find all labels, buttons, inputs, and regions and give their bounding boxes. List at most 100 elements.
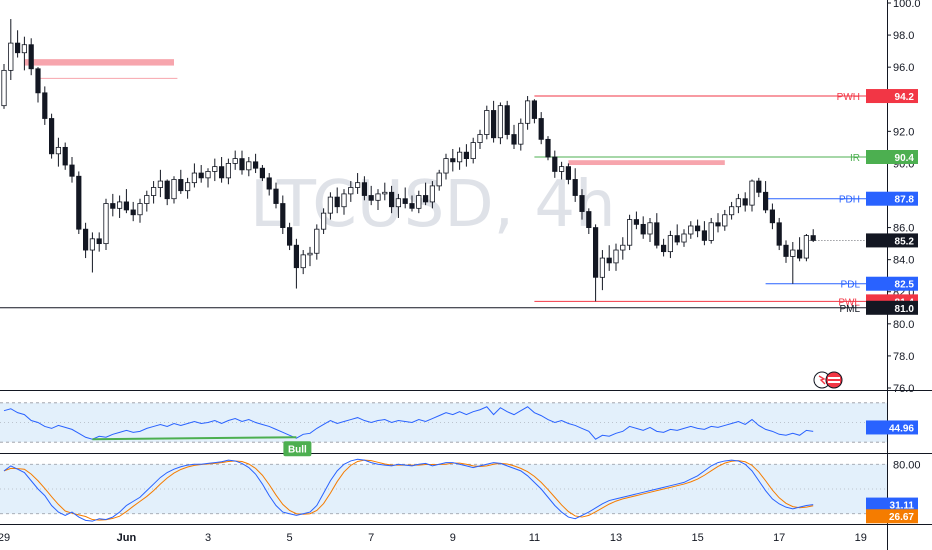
candle-body [320, 212, 327, 230]
stoch-k-line [3, 458, 814, 522]
price-tag-bg [866, 300, 918, 315]
time-tick-label: 13 [610, 532, 622, 544]
candle-body [797, 249, 803, 259]
candle-body [402, 198, 408, 204]
candle-body [8, 42, 14, 71]
candle-body [640, 223, 646, 235]
candle-body [280, 203, 286, 228]
candle-body [1, 69, 7, 107]
candle-body [613, 249, 619, 264]
divergence-label: Bull [288, 444, 307, 455]
candle-body [89, 238, 95, 251]
rsi-line [3, 406, 814, 440]
candle-body [239, 158, 245, 171]
candle-body [436, 172, 442, 187]
zone-rect [24, 59, 175, 66]
candle-body [382, 191, 388, 195]
candle-body [395, 198, 402, 208]
candle-body [695, 225, 701, 232]
candle-body [715, 222, 721, 227]
price-tag-bg [866, 276, 918, 291]
candle-body [647, 222, 653, 235]
level-label: PWH [837, 92, 860, 103]
candle-body [490, 110, 497, 139]
level-label: PDL [841, 280, 861, 291]
stoch-tick-label: 80.00 [893, 459, 921, 471]
candle-body [157, 180, 163, 188]
candle-body [674, 235, 680, 243]
price-tick-label: 98.0 [893, 30, 914, 42]
candle-body [661, 244, 667, 253]
candle-body [225, 163, 231, 179]
candle-body [409, 203, 415, 209]
candle-body [763, 191, 769, 211]
candle-body [756, 180, 762, 193]
candle-body [69, 164, 75, 177]
candle-body [593, 227, 599, 278]
watermark-separator: , [494, 168, 535, 242]
rsi-pane: Bull [0, 402, 887, 457]
candle-body [701, 230, 708, 241]
candle-body [218, 166, 225, 179]
candle-body [117, 201, 123, 209]
candle-body [606, 257, 612, 264]
candle-body [123, 201, 129, 211]
candle-body [144, 195, 150, 204]
price-tick-label: 76.0 [893, 383, 914, 395]
candle-body [198, 172, 204, 179]
time-tick-label: 15 [691, 532, 703, 544]
candle-body [246, 161, 252, 171]
candle-body [103, 203, 109, 245]
price-tick-label: 96.0 [893, 62, 914, 74]
candle-body [790, 249, 796, 257]
price-tag: 82.5 [895, 280, 915, 291]
candle-body [769, 209, 776, 224]
candle-body [273, 188, 279, 204]
candle-body [456, 151, 463, 163]
candle-body [579, 195, 585, 212]
price-tag-bg [866, 233, 918, 248]
candle-body [484, 110, 490, 135]
level-label: PWL [838, 297, 860, 308]
divergence-badge [283, 441, 312, 457]
price-tick-label: 92.0 [893, 126, 914, 138]
time-tick-label: 17 [773, 532, 785, 544]
time-tick-label: 29 [0, 532, 10, 544]
candle-body [729, 206, 735, 216]
candle-body [654, 222, 660, 246]
price-tag: 87.8 [895, 195, 915, 206]
candle-body [205, 171, 211, 179]
flag-icon[interactable] [813, 371, 843, 389]
candle-body [110, 203, 116, 209]
candles [1, 19, 816, 302]
candle-body [307, 252, 313, 256]
candle-body [375, 193, 381, 201]
candle-body [504, 105, 510, 135]
candle-body [49, 118, 55, 155]
price-tags: 94.290.487.885.282.581.481.0RSI44.96%K31… [866, 89, 918, 524]
candle-body [742, 198, 748, 206]
candle-body [76, 175, 82, 230]
candle-body [470, 142, 476, 160]
candle-body [286, 227, 293, 246]
candle-body [429, 185, 436, 203]
candle-body [178, 179, 184, 192]
candle-body [327, 196, 334, 214]
candle-body [96, 238, 102, 245]
price-tag-bg [866, 150, 918, 164]
candle-body [552, 156, 558, 172]
level-label: PDH [839, 195, 860, 206]
candle-body [388, 191, 395, 208]
candle-body [42, 92, 48, 119]
candle-body [348, 187, 354, 195]
candle-body [620, 244, 626, 251]
price-tick-label: 78.0 [893, 351, 914, 363]
price-tag-bg [866, 89, 918, 104]
candle-body [314, 228, 320, 254]
candle-body [681, 233, 687, 243]
time-tick-label: Jun [117, 532, 137, 544]
candle-body [776, 222, 782, 246]
candle-body [266, 177, 272, 190]
candle-body [354, 182, 361, 188]
stoch-d-value-tag-bg [866, 509, 918, 524]
